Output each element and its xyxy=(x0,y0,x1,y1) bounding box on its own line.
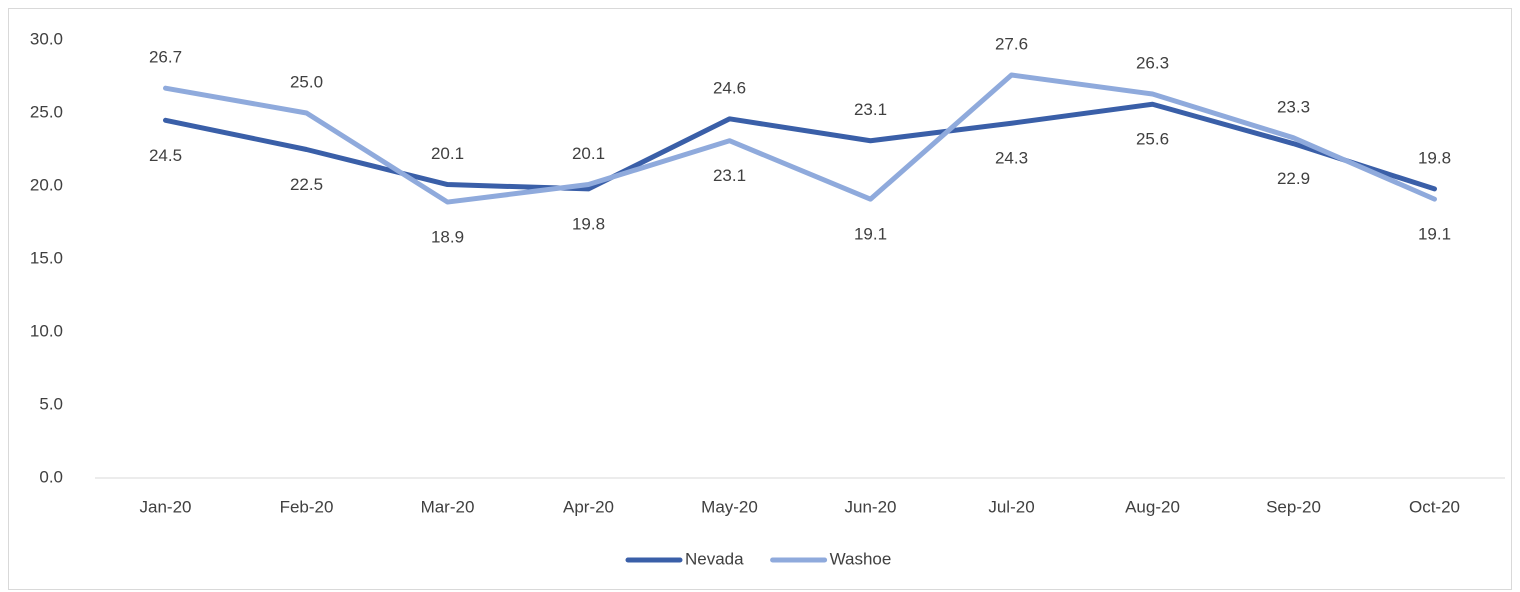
data-label: 26.3 xyxy=(1136,54,1169,73)
data-label: 19.1 xyxy=(854,225,887,244)
data-label: 20.1 xyxy=(431,144,464,163)
y-tick-label: 0.0 xyxy=(39,467,63,486)
data-label: 19.1 xyxy=(1418,225,1451,244)
data-label: 22.5 xyxy=(290,175,323,194)
data-label: 24.5 xyxy=(149,146,182,165)
data-label: 25.0 xyxy=(290,72,323,91)
y-tick-label: 25.0 xyxy=(30,102,63,121)
data-label: 18.9 xyxy=(431,228,464,247)
y-tick-label: 5.0 xyxy=(39,394,63,413)
x-tick-label: Feb-20 xyxy=(280,497,334,516)
data-label: 24.3 xyxy=(995,149,1028,168)
data-label: 19.8 xyxy=(1418,148,1451,167)
data-label: 23.1 xyxy=(713,166,746,185)
legend-label: Washoe xyxy=(830,549,892,568)
data-label: 25.6 xyxy=(1136,130,1169,149)
x-tick-label: Jul-20 xyxy=(988,497,1034,516)
line-series xyxy=(163,72,1437,205)
data-label: 27.6 xyxy=(995,35,1028,54)
y-tick-label: 10.0 xyxy=(30,321,63,340)
data-label: 23.1 xyxy=(854,100,887,119)
legend-label: Nevada xyxy=(685,549,744,568)
y-tick-label: 15.0 xyxy=(30,248,63,267)
data-label: 22.9 xyxy=(1277,169,1310,188)
x-tick-label: Apr-20 xyxy=(563,497,614,516)
line-series xyxy=(163,101,1437,192)
y-tick-label: 20.0 xyxy=(30,175,63,194)
data-label: 26.7 xyxy=(149,48,182,67)
x-tick-label: Mar-20 xyxy=(421,497,475,516)
x-tick-label: Jan-20 xyxy=(140,497,192,516)
data-label: 24.6 xyxy=(713,78,746,97)
data-label: 20.1 xyxy=(572,144,605,163)
x-tick-label: Jun-20 xyxy=(845,497,897,516)
x-tick-label: Oct-20 xyxy=(1409,497,1460,516)
data-label: 23.3 xyxy=(1277,97,1310,116)
data-label: 19.8 xyxy=(572,214,605,233)
y-tick-label: 30.0 xyxy=(30,29,63,48)
x-tick-label: Sep-20 xyxy=(1266,497,1321,516)
x-tick-label: May-20 xyxy=(701,497,758,516)
x-tick-label: Aug-20 xyxy=(1125,497,1180,516)
